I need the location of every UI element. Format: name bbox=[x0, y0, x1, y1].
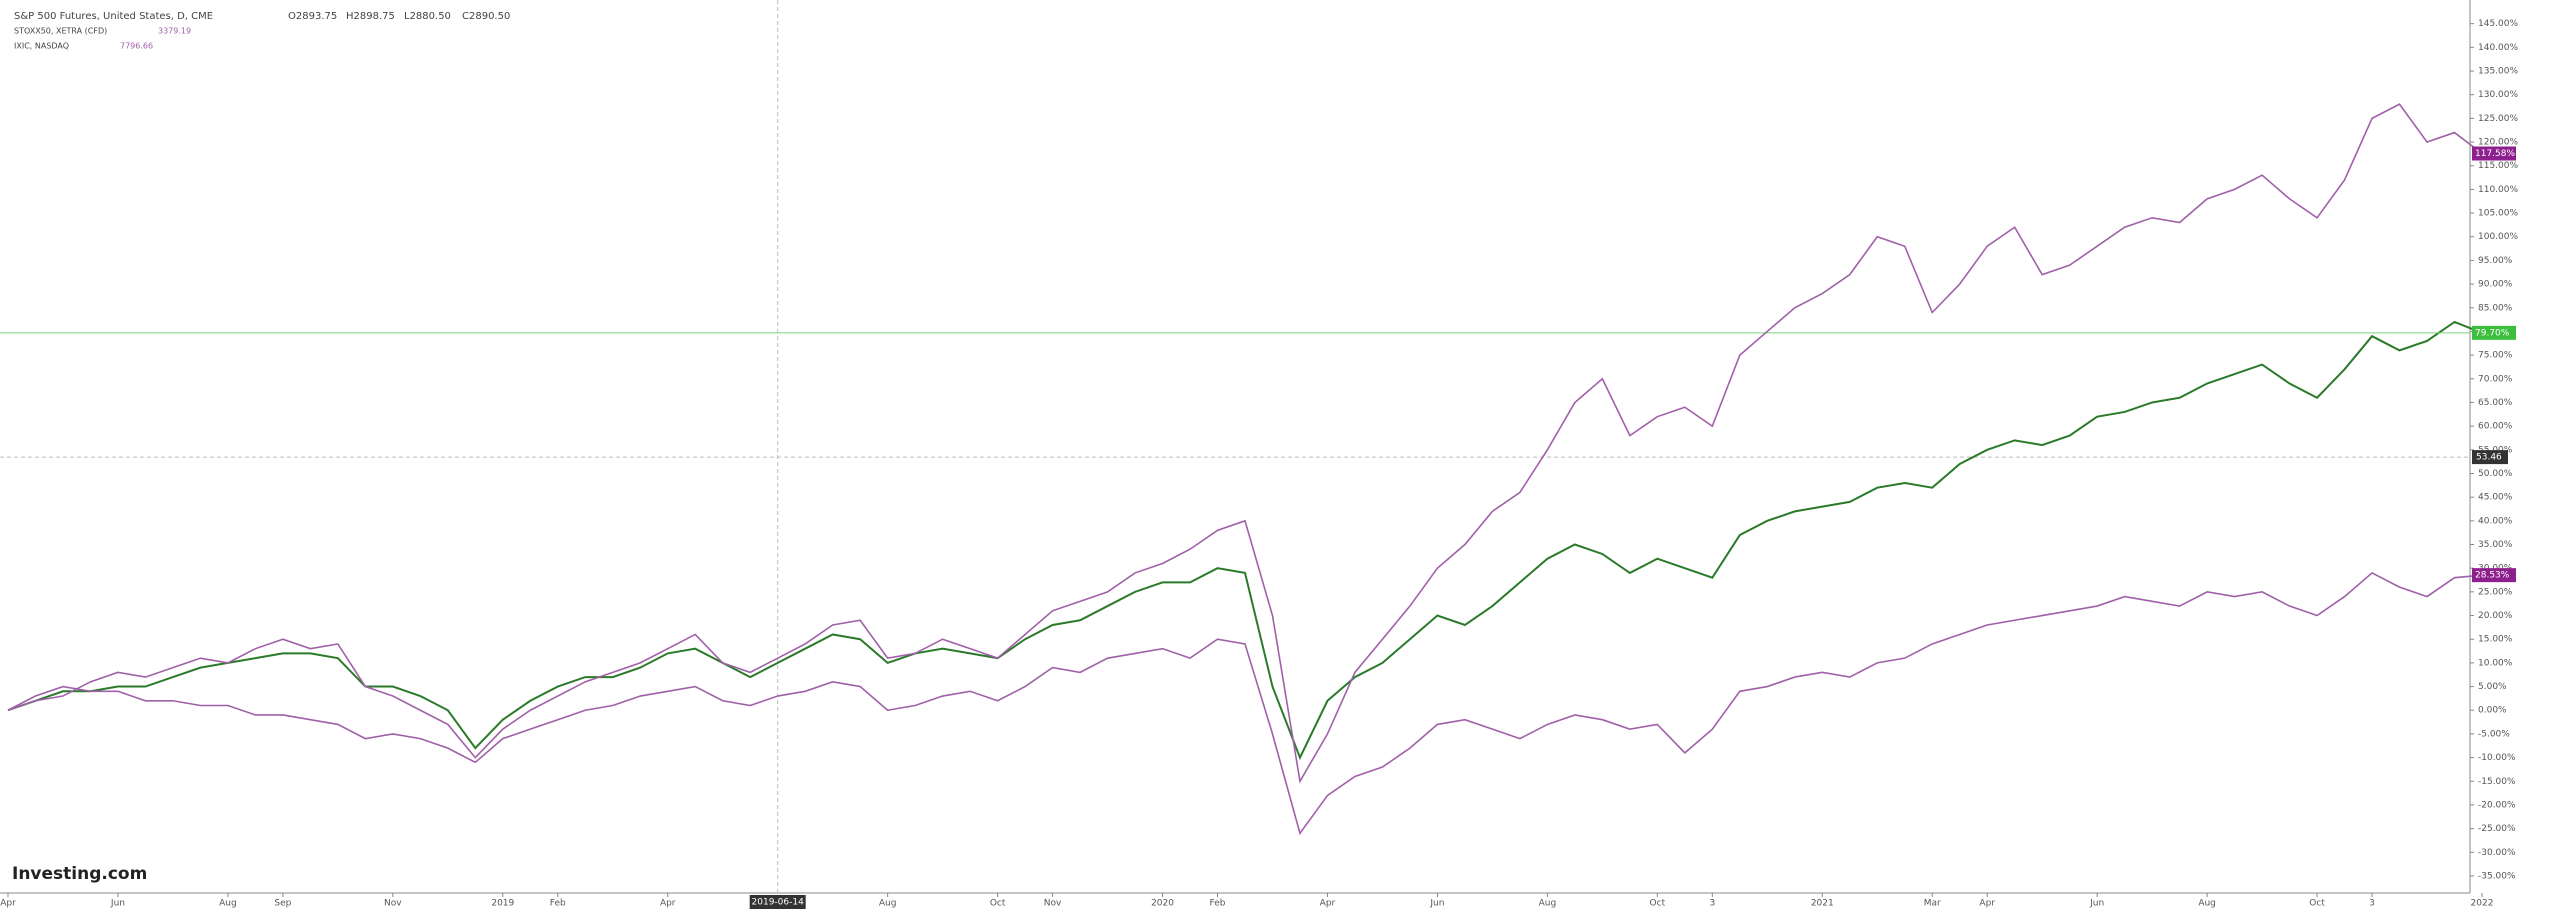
x-tick-label: 2022 bbox=[2471, 899, 2494, 909]
last-value-badge bbox=[2472, 146, 2516, 161]
legend-ohlc: C2890.50 bbox=[462, 11, 510, 22]
last-value-label: 28.53% bbox=[2475, 571, 2510, 581]
x-tick-label: Nov bbox=[1044, 899, 1062, 909]
y-tick-label: 20.00% bbox=[2478, 611, 2513, 621]
legend-ohlc: H2898.75 bbox=[346, 11, 395, 22]
y-tick-label: 130.00% bbox=[2478, 90, 2518, 100]
y-tick-label: -35.00% bbox=[2478, 871, 2516, 881]
x-tick-label: Jun bbox=[1429, 899, 1444, 909]
y-tick-label: 85.00% bbox=[2478, 303, 2513, 313]
x-tick-label: Apr bbox=[0, 899, 16, 909]
y-tick-label: 115.00% bbox=[2478, 161, 2518, 171]
legend-name: STOXX50, XETRA (CFD) bbox=[14, 27, 107, 36]
x-tick-label: Oct bbox=[990, 899, 1006, 909]
y-tick-label: 50.00% bbox=[2478, 469, 2513, 479]
legend-name: IXIC, NASDAQ bbox=[14, 42, 69, 51]
series-line bbox=[7, 571, 2483, 836]
legend-name: S&P 500 Futures, United States, D, CME bbox=[14, 11, 213, 22]
y-tick-label: 90.00% bbox=[2478, 280, 2513, 290]
y-tick-label: 5.00% bbox=[2478, 682, 2507, 692]
x-tick-label: 3 bbox=[1709, 899, 1715, 909]
y-tick-label: 135.00% bbox=[2478, 67, 2518, 77]
last-value-label: 79.70% bbox=[2475, 328, 2510, 338]
y-tick-label: 75.00% bbox=[2478, 351, 2513, 361]
x-tick-label: Aug bbox=[1539, 899, 1557, 909]
crosshair-y-badge bbox=[2472, 450, 2508, 465]
y-tick-label: 145.00% bbox=[2478, 19, 2518, 29]
legend-last: 7796.66 bbox=[120, 42, 153, 51]
y-tick-label: -25.00% bbox=[2478, 824, 2516, 834]
y-tick-label: 45.00% bbox=[2478, 493, 2513, 503]
crosshair-x-badge bbox=[749, 895, 806, 909]
last-value-label: 117.58% bbox=[2475, 149, 2515, 159]
y-tick-label: -15.00% bbox=[2478, 777, 2516, 787]
y-tick-label: -5.00% bbox=[2478, 729, 2510, 739]
x-tick-label: Nov bbox=[384, 899, 402, 909]
y-tick-label: 15.00% bbox=[2478, 635, 2513, 645]
x-tick-label: Oct bbox=[2309, 899, 2325, 909]
x-tick-label: Feb bbox=[1210, 899, 1226, 909]
last-value-badge bbox=[2472, 568, 2516, 583]
x-tick-label: Mar bbox=[1924, 899, 1941, 909]
y-tick-label: -30.00% bbox=[2478, 848, 2516, 858]
y-tick-label: -20.00% bbox=[2478, 800, 2516, 810]
x-tick-label: 2019 bbox=[491, 899, 514, 909]
x-tick-label: Feb bbox=[550, 899, 566, 909]
x-tick-label: Aug bbox=[879, 899, 897, 909]
y-tick-label: -10.00% bbox=[2478, 753, 2516, 763]
y-tick-label: 70.00% bbox=[2478, 374, 2513, 384]
y-tick-label: 65.00% bbox=[2478, 398, 2513, 408]
x-tick-label: Apr bbox=[1979, 899, 1995, 909]
y-tick-label: 110.00% bbox=[2478, 185, 2518, 195]
x-tick-label: Aug bbox=[2198, 899, 2216, 909]
y-tick-label: 10.00% bbox=[2478, 658, 2513, 668]
x-tick-label: Apr bbox=[660, 899, 676, 909]
legend-ohlc: L2880.50 bbox=[404, 11, 451, 22]
x-tick-label: Jun bbox=[2089, 899, 2104, 909]
y-tick-label: 140.00% bbox=[2478, 43, 2518, 53]
x-tick-label: Apr bbox=[1320, 899, 1336, 909]
series-line bbox=[7, 103, 2483, 784]
x-tick-label: 2021 bbox=[1811, 899, 1834, 909]
y-tick-label: 60.00% bbox=[2478, 422, 2513, 432]
y-tick-label: 35.00% bbox=[2478, 540, 2513, 550]
y-tick-label: 100.00% bbox=[2478, 232, 2518, 242]
y-tick-label: 120.00% bbox=[2478, 138, 2518, 148]
series-line bbox=[7, 320, 2483, 761]
y-tick-label: 105.00% bbox=[2478, 209, 2518, 219]
crosshair-y-label: 53.46 bbox=[2476, 453, 2502, 463]
y-tick-label: 95.00% bbox=[2478, 256, 2513, 266]
x-tick-label: 3 bbox=[2369, 899, 2375, 909]
x-tick-label: Jun bbox=[110, 899, 125, 909]
legend-ohlc: O2893.75 bbox=[288, 11, 337, 22]
y-tick-label: 125.00% bbox=[2478, 114, 2518, 124]
x-tick-label: Sep bbox=[274, 899, 291, 909]
y-tick-label: 0.00% bbox=[2478, 706, 2507, 716]
x-tick-label: Oct bbox=[1650, 899, 1666, 909]
watermark: Investing.com bbox=[12, 864, 147, 884]
x-tick-label: Aug bbox=[219, 899, 237, 909]
y-tick-label: 40.00% bbox=[2478, 516, 2513, 526]
x-tick-label: 2020 bbox=[1151, 899, 1174, 909]
x-tick-label: 2019-06-14 bbox=[752, 898, 805, 908]
last-value-badge bbox=[2472, 325, 2516, 340]
y-tick-label: 25.00% bbox=[2478, 587, 2513, 597]
legend-last: 3379.19 bbox=[158, 27, 191, 36]
